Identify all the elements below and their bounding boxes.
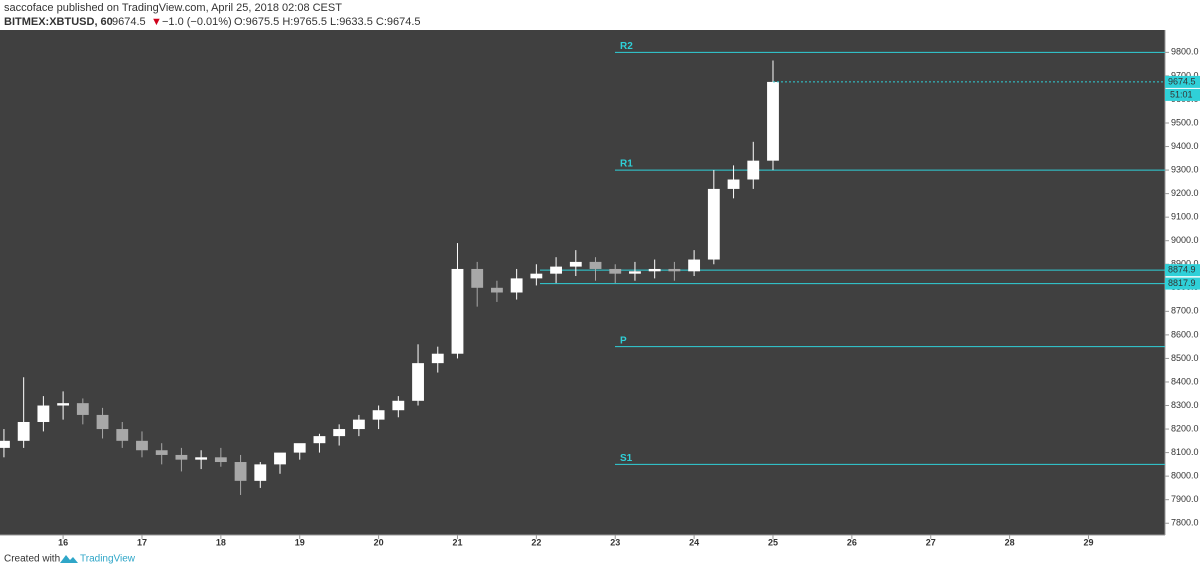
candle-body: [609, 268, 622, 274]
candle-body: [274, 452, 286, 465]
x-tick-label: 24: [689, 537, 699, 547]
candle-body: [471, 268, 484, 288]
x-tick-label: 17: [137, 537, 147, 547]
footer: Created with TradingView: [4, 554, 136, 565]
candle-body: [155, 450, 168, 455]
candle-body: [451, 268, 464, 354]
x-tick-label: 19: [295, 537, 305, 547]
plot-background: [0, 30, 1165, 535]
last-price: 9674.5: [112, 16, 146, 28]
candle-body: [333, 429, 346, 437]
pivot-label: S1: [620, 453, 633, 464]
pivot-label: R2: [620, 41, 633, 52]
y-tick-label: 9000.0: [1171, 235, 1199, 245]
x-tick-label: 16: [58, 537, 68, 547]
price-box-label: 8817.9: [1168, 278, 1196, 288]
candle-body: [747, 160, 760, 180]
y-tick-label: 9700.0: [1171, 70, 1199, 80]
x-tick-label: 20: [374, 537, 384, 547]
candle-body: [254, 464, 267, 481]
candle-body: [550, 266, 562, 274]
x-tick-label: 25: [768, 537, 778, 547]
pivot-label: P: [620, 335, 627, 346]
countdown-box: [1165, 88, 1200, 101]
symbol: BITMEX:XBTUSD, 60: [4, 16, 113, 28]
publisher: saccoface published on TradingView.com, …: [4, 2, 342, 14]
y-tick-label: 9100.0: [1171, 212, 1199, 222]
y-tick-label: 9200.0: [1171, 188, 1199, 198]
y-tick-label: 7800.0: [1171, 518, 1199, 528]
candle-body: [629, 271, 641, 274]
candle-body: [234, 462, 247, 481]
candle-body: [136, 440, 148, 451]
candle-body: [372, 410, 385, 420]
candle-body: [392, 400, 405, 411]
candle-body: [175, 454, 188, 460]
y-tick-label: 8200.0: [1171, 423, 1199, 433]
candle-body: [569, 261, 582, 267]
brand-logo: [60, 555, 78, 563]
brand: TradingView: [80, 554, 136, 565]
candle-body: [352, 419, 365, 430]
y-tick-label: 8400.0: [1171, 376, 1199, 386]
candle-body: [668, 268, 681, 272]
candle-body: [214, 457, 227, 463]
x-tick-label: 28: [1005, 537, 1015, 547]
y-tick-label: 8500.0: [1171, 353, 1199, 363]
y-tick-label: 8600.0: [1171, 329, 1199, 339]
candle-body: [767, 81, 779, 161]
x-tick-label: 21: [452, 537, 462, 547]
candle-body: [96, 414, 109, 430]
candle-body: [17, 421, 30, 441]
candle-body: [37, 405, 50, 422]
candle-body: [510, 278, 523, 293]
candle-body: [0, 440, 10, 448]
candle-body: [648, 268, 661, 272]
x-tick-label: 23: [610, 537, 620, 547]
y-tick-label: 9400.0: [1171, 141, 1199, 151]
candle-body: [116, 429, 129, 441]
change-arrow: ▼: [151, 16, 162, 28]
pivot-label: R1: [620, 159, 633, 170]
price-box: [1165, 277, 1200, 290]
last-price-box: [1165, 75, 1200, 88]
candle-body: [313, 436, 326, 444]
y-tick-label: 7900.0: [1171, 494, 1199, 504]
candle-body: [76, 403, 89, 415]
y-tick-label: 8300.0: [1171, 400, 1199, 410]
price-box-label: 8874.9: [1168, 265, 1196, 275]
candle-body: [688, 259, 701, 272]
price-box: [1165, 264, 1200, 277]
change: −1.0 (−0.01%): [162, 16, 232, 28]
candle-body: [431, 353, 444, 364]
y-tick-label: 9300.0: [1171, 164, 1199, 174]
x-tick-label: 27: [926, 537, 936, 547]
candle-body: [727, 179, 740, 189]
last-price-label: 9674.5: [1168, 76, 1196, 86]
candle-body: [412, 363, 424, 401]
candle-body: [491, 287, 503, 293]
countdown: 51:01: [1170, 89, 1193, 99]
candle-body: [195, 457, 208, 460]
x-tick-label: 26: [847, 537, 857, 547]
candle-body: [707, 188, 720, 260]
x-tick-label: 18: [216, 537, 226, 547]
x-tick-label: 22: [531, 537, 541, 547]
y-tick-label: 8000.0: [1171, 471, 1199, 481]
y-tick-label: 9800.0: [1171, 47, 1199, 57]
created-with: Created with: [4, 554, 60, 565]
candle-body: [57, 403, 70, 406]
y-tick-label: 9500.0: [1171, 117, 1199, 127]
y-tick-label: 8100.0: [1171, 447, 1199, 457]
candle-body: [589, 261, 602, 269]
candle-body: [530, 273, 543, 279]
x-tick-label: 29: [1083, 537, 1093, 547]
ohlc: O:9675.5 H:9765.5 L:9633.5 C:9674.5: [234, 16, 421, 28]
y-tick-label: 8700.0: [1171, 306, 1199, 316]
y-tick-label: 8900.0: [1171, 259, 1199, 269]
candle-body: [293, 443, 306, 453]
